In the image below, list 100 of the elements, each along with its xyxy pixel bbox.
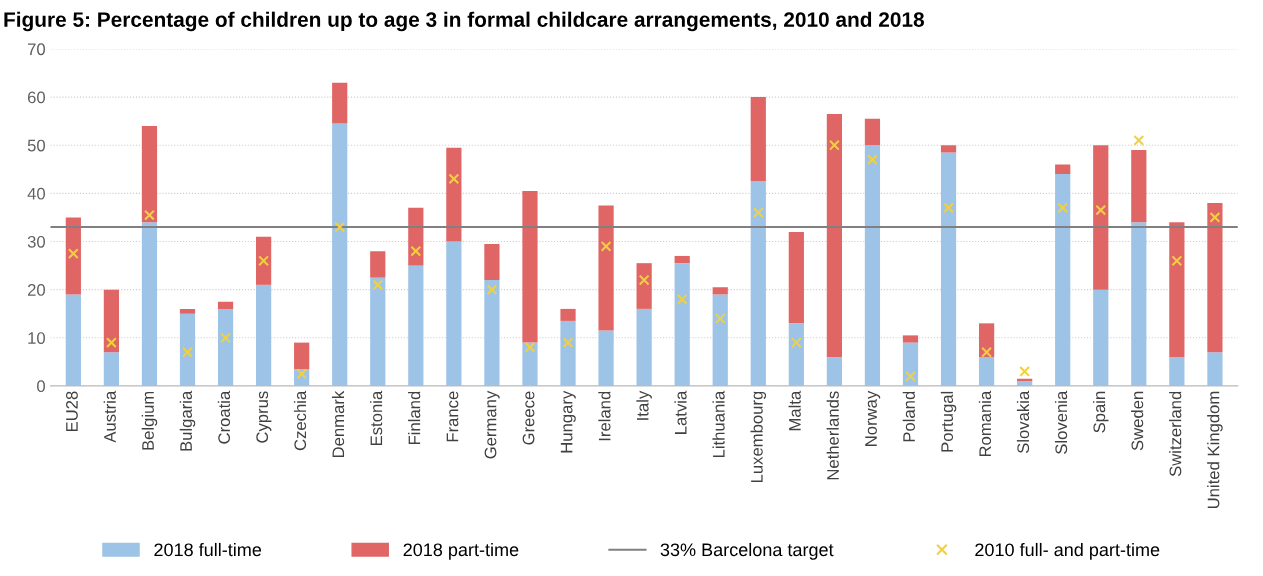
bar: [978, 323, 995, 358]
x-tick-label: Italy: [636, 390, 652, 420]
bar: [826, 113, 842, 358]
legend-label: 2018 part-time: [403, 542, 519, 560]
bar: [1093, 289, 1109, 386]
bar: [1055, 164, 1071, 175]
bar: [788, 231, 804, 324]
point: [752, 207, 764, 219]
bar: [598, 330, 614, 386]
y-tick-label: 50: [27, 139, 46, 152]
y-tick-label: 70: [27, 43, 46, 56]
bar: [370, 277, 386, 386]
bar: [1169, 222, 1185, 358]
bar: [560, 320, 576, 386]
bar: [1131, 150, 1147, 223]
bar: [902, 342, 919, 386]
point: [220, 332, 231, 344]
point: [790, 337, 802, 349]
x-tick-label: Latvia: [674, 390, 687, 434]
x-tick-label: Sweden: [1131, 391, 1144, 451]
x-tick-label: Bulgaria: [179, 390, 196, 451]
bar: [978, 357, 995, 386]
x-tick-label: Romania: [978, 390, 992, 457]
bar: [484, 280, 500, 386]
point: [943, 202, 954, 214]
y-tick-label: 60: [27, 91, 46, 104]
point: [486, 284, 498, 296]
bar: [332, 123, 348, 386]
point: [676, 293, 688, 305]
x-tick-label: Slovenia: [1054, 390, 1068, 454]
x-tick-label: Cyprus: [256, 391, 272, 443]
bar: [370, 251, 386, 278]
x-tick-label: United Kingdom: [1207, 391, 1223, 509]
bar: [674, 255, 690, 264]
point: [334, 221, 346, 233]
point: [1209, 212, 1221, 223]
bar: [332, 82, 348, 124]
bar: [674, 263, 690, 386]
point: [524, 341, 536, 353]
bar: [1131, 222, 1147, 386]
x-tick-label: Lithuania: [712, 390, 725, 458]
x-tick-label: Czechia: [293, 390, 307, 451]
x-tick-label: Finland: [408, 391, 421, 445]
x-tick-label: Norway: [865, 390, 881, 446]
bar: [484, 243, 500, 281]
bar: [1055, 174, 1071, 386]
point: [562, 337, 574, 349]
point: [258, 255, 270, 267]
bar: [712, 294, 728, 386]
bar: [103, 289, 120, 353]
point: [867, 154, 878, 166]
bar: [446, 147, 462, 242]
y-tick-label: 20: [27, 284, 46, 296]
bar: [256, 236, 272, 285]
bar: [408, 207, 424, 266]
point: [1057, 202, 1069, 214]
point: [714, 313, 726, 324]
x-tick-label: Poland: [902, 391, 915, 442]
bar: [788, 323, 804, 386]
point: [905, 370, 916, 382]
bar: [522, 190, 538, 343]
bar: [560, 308, 576, 321]
x-tick-label: Denmark: [331, 390, 345, 458]
bar: [864, 118, 881, 146]
point: [372, 279, 384, 291]
point: [1095, 204, 1107, 216]
bar: [408, 265, 424, 386]
bar: [750, 97, 766, 182]
bar: [902, 335, 919, 343]
bar: [217, 301, 234, 309]
chart-title: Figure 5: Percentage of children up to age 3 in formal childcare arrangements, 2010 and 2018: [4, 11, 924, 32]
x-tick-label: Spain: [1092, 391, 1109, 433]
x-tick-label: Croatia: [217, 390, 231, 444]
bar: [1169, 357, 1185, 386]
x-tick-label: France: [446, 391, 459, 442]
x-tick-label: Greece: [522, 391, 535, 445]
bar: [750, 181, 766, 386]
x-tick-label: Germany: [484, 390, 500, 459]
y-tick-label: 0: [37, 380, 46, 393]
bar: [636, 308, 652, 386]
y-tick-label: 30: [27, 235, 46, 248]
bar: [522, 342, 538, 386]
point: [1133, 134, 1145, 146]
point: [1019, 366, 1031, 377]
x-tick-label: Estonia: [370, 390, 383, 445]
x-tick-label: Malta: [788, 390, 801, 431]
point: [105, 337, 117, 349]
bar: [446, 241, 462, 386]
bar: [1207, 352, 1223, 386]
bar: [141, 125, 158, 223]
x-tick-label: Hungary: [560, 390, 576, 453]
bar: [826, 357, 842, 386]
point: [410, 245, 422, 257]
y-tick-label: 40: [27, 187, 46, 200]
bar: [598, 205, 614, 331]
x-tick-label: Luxembourg: [750, 391, 767, 483]
bar: [141, 222, 158, 386]
bar: [940, 145, 957, 153]
bar: [864, 145, 881, 386]
point: [67, 248, 79, 259]
